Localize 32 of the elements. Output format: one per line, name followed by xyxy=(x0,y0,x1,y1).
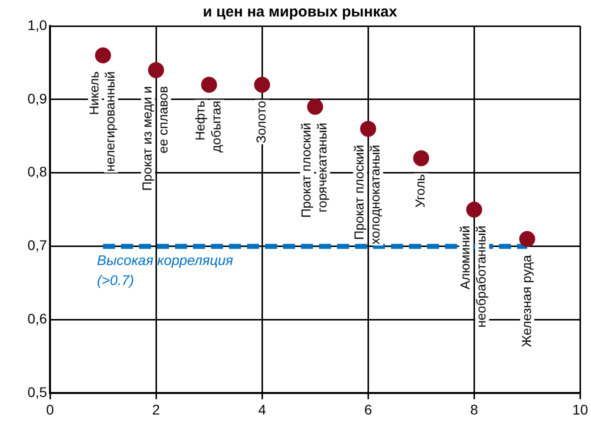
annotation: Золото xyxy=(254,100,269,144)
point xyxy=(307,98,324,115)
y-tick-label: 0,8 xyxy=(28,164,48,180)
point xyxy=(466,202,482,218)
ref-line-label: Высокая корреляция (>0.7) xyxy=(97,252,234,288)
point xyxy=(201,76,218,93)
annotation: Нефть добытая xyxy=(192,100,224,152)
point xyxy=(148,62,164,78)
x-tick-label: 0 xyxy=(46,401,54,418)
point xyxy=(254,76,270,93)
annotation: Прокат плоский холоднокатаный xyxy=(352,144,383,245)
x-tick-label: 4 xyxy=(258,401,266,418)
y-tick-label: 0,7 xyxy=(28,237,48,254)
annotation: Прокат плоский горячекатаный xyxy=(298,122,330,218)
y-tick-label: 0,6 xyxy=(28,310,48,327)
point xyxy=(519,230,536,247)
y-tick-label: 1,0 xyxy=(28,16,48,33)
annotation: Никель нелегированный xyxy=(86,71,118,172)
x-tick-label: 6 xyxy=(364,401,372,418)
annotation: Железная руда xyxy=(518,254,534,348)
annotation: Прокат из меди и ее сплавов xyxy=(140,86,171,191)
x-tick-label: 8 xyxy=(470,401,478,418)
y-tick-label: 0,5 xyxy=(28,384,48,400)
point xyxy=(360,120,376,137)
annotation: Алюминий необработанный xyxy=(458,226,489,328)
x-tick-label: 2 xyxy=(152,401,160,418)
point xyxy=(413,150,430,166)
point xyxy=(95,47,112,64)
chart-title: и цен на мировых рынках xyxy=(202,4,398,21)
x-tick-label: 10 xyxy=(572,401,588,418)
y-tick-label: 0,9 xyxy=(28,90,48,106)
annotation: Уголь xyxy=(412,174,428,208)
